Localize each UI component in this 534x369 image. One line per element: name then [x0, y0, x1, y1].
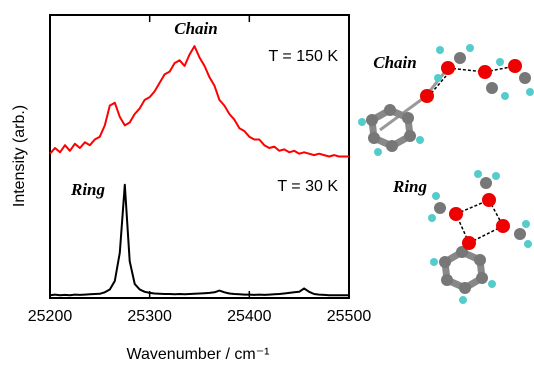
structure-label: Chain: [373, 53, 416, 72]
x-tick-label: 25300: [127, 308, 172, 325]
annotation: Ring: [70, 180, 106, 199]
ring-molecule: [428, 170, 532, 304]
x-axis-label: Wavenumber / cm⁻¹: [127, 346, 270, 363]
x-tick-label: 25400: [227, 308, 272, 325]
annotation: T = 30 K: [277, 178, 338, 195]
annotation: T = 150 K: [268, 48, 338, 65]
figure: Wavenumber / cm⁻¹ Intensity (arb.) Chain…: [0, 0, 534, 369]
x-tick-label: 25500: [327, 308, 372, 325]
y-axis-label: Intensity (arb.): [11, 105, 28, 207]
spectrum-line: [50, 185, 349, 295]
structure-label: Ring: [392, 177, 428, 196]
x-tick-label: 25200: [28, 308, 73, 325]
annotation: Chain: [174, 19, 217, 38]
